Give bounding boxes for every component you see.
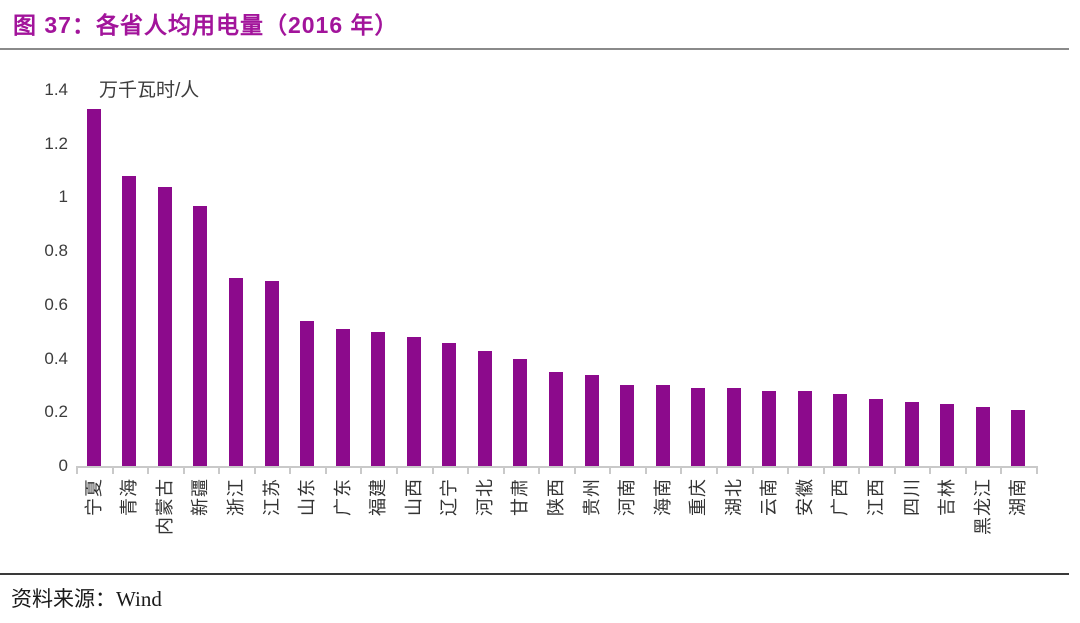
bar-安徽 [797, 390, 812, 466]
x-axis-line [76, 466, 1036, 468]
x-axis-label-浙江: 浙江 [226, 478, 246, 516]
bar-宁夏 [86, 108, 101, 466]
x-axis-tick [147, 466, 150, 474]
x-axis-tick [858, 466, 861, 474]
x-axis-tick [751, 466, 754, 474]
figure-title: 图 37：各省人均用电量（2016 年） [13, 12, 399, 38]
x-axis-label-广东: 广东 [332, 478, 353, 516]
x-axis-label-海南: 海南 [652, 478, 673, 516]
bar-云南 [762, 390, 777, 466]
x-axis-tick [502, 466, 505, 474]
x-axis-tick [644, 466, 647, 474]
bar-河南 [620, 385, 635, 466]
x-axis-tick [609, 466, 612, 474]
x-axis-tick [929, 466, 932, 474]
bar-湖北 [726, 388, 741, 466]
x-axis-label-新疆: 新疆 [190, 478, 211, 516]
x-axis-tick [964, 466, 967, 474]
x-axis-tick [218, 466, 221, 474]
title-divider [0, 48, 1069, 50]
bar-江西 [869, 398, 883, 466]
x-axis-tick [431, 466, 434, 474]
x-axis-tick [76, 466, 78, 474]
bar-重庆 [691, 388, 706, 466]
x-axis-label-河北: 河北 [474, 478, 495, 516]
x-axis-label-山西: 山西 [403, 478, 424, 516]
bar-江苏 [264, 280, 279, 466]
x-axis-label-河南: 河南 [617, 478, 638, 516]
x-axis-tick [467, 466, 470, 474]
y-axis-tick-label: 0 [58, 456, 68, 475]
y-axis-tick-label: 0.2 [44, 402, 68, 422]
x-axis-tick [716, 466, 718, 474]
bar-浙江 [229, 278, 243, 466]
y-axis-tick-label: 1.4 [44, 80, 68, 99]
bar-新疆 [193, 205, 208, 466]
bar-湖南 [1011, 409, 1026, 466]
bar-广西 [833, 393, 848, 466]
bar-广东 [335, 329, 350, 466]
bar-陕西 [549, 372, 563, 466]
x-axis-label-黑龙江: 黑龙江 [972, 478, 993, 535]
x-axis-label-重庆: 重庆 [688, 478, 709, 516]
x-axis-label-辽宁: 辽宁 [439, 478, 460, 516]
x-axis-label-吉林: 吉林 [937, 478, 958, 516]
x-axis-label-陕西: 陕西 [546, 478, 566, 516]
x-axis-label-四川: 四川 [901, 478, 922, 516]
x-axis-label-甘肃: 甘肃 [510, 478, 531, 516]
x-axis-label-广西: 广西 [830, 478, 851, 516]
y-axis-tick-label: 1.2 [44, 133, 68, 153]
bar-甘肃 [513, 358, 528, 466]
x-axis-label-宁夏: 宁夏 [83, 478, 104, 516]
source-divider [0, 573, 1069, 575]
bar-贵州 [584, 374, 599, 466]
source-text: 资料来源：Wind [11, 587, 162, 611]
bar-河北 [477, 350, 492, 466]
x-axis-tick [182, 466, 185, 474]
x-axis-label-江苏: 江苏 [261, 478, 282, 516]
bar-黑龙江 [975, 406, 990, 466]
x-axis-label-湖北: 湖北 [723, 478, 744, 516]
bar-内蒙古 [157, 186, 172, 466]
x-axis-tick [253, 466, 256, 474]
x-axis-tick [893, 466, 896, 474]
bar-吉林 [940, 404, 955, 466]
x-axis-tick [324, 466, 327, 474]
bar-辽宁 [442, 342, 457, 466]
y-axis-tick-label: 1 [58, 187, 68, 207]
x-axis-tick [787, 466, 790, 474]
x-axis-tick [538, 466, 541, 474]
x-axis-tick [111, 466, 114, 474]
bar-青海 [122, 175, 137, 466]
x-axis-tick [680, 466, 683, 474]
bar-福建 [371, 331, 386, 466]
y-axis-tick-label: 0.8 [44, 241, 68, 261]
x-axis-tick [822, 466, 825, 474]
x-axis-tick [573, 466, 576, 474]
x-axis-label-江西: 江西 [866, 478, 886, 516]
y-axis-tick-label: 0.4 [44, 348, 68, 368]
x-axis-tick [1036, 466, 1038, 474]
x-axis-tick [396, 466, 398, 474]
x-axis-tick [360, 466, 363, 474]
x-axis-label-青海: 青海 [119, 478, 140, 516]
bar-山东 [300, 321, 315, 466]
x-axis-label-贵州: 贵州 [581, 478, 602, 516]
x-axis-label-福建: 福建 [368, 478, 389, 516]
x-axis-tick [289, 466, 292, 474]
x-axis-label-山东: 山东 [297, 478, 318, 516]
bar-山西 [406, 337, 421, 466]
x-axis-label-湖南: 湖南 [1008, 478, 1029, 516]
x-axis-label-内蒙古: 内蒙古 [154, 478, 175, 535]
y-axis-unit-label: 万千瓦时/人 [99, 80, 200, 101]
x-axis-label-安徽: 安徽 [794, 478, 815, 516]
bar-四川 [904, 401, 919, 466]
x-axis-tick [1000, 466, 1003, 474]
x-axis-label-云南: 云南 [759, 478, 780, 516]
bar-海南 [655, 385, 670, 466]
y-axis-tick-label: 0.6 [44, 294, 68, 314]
